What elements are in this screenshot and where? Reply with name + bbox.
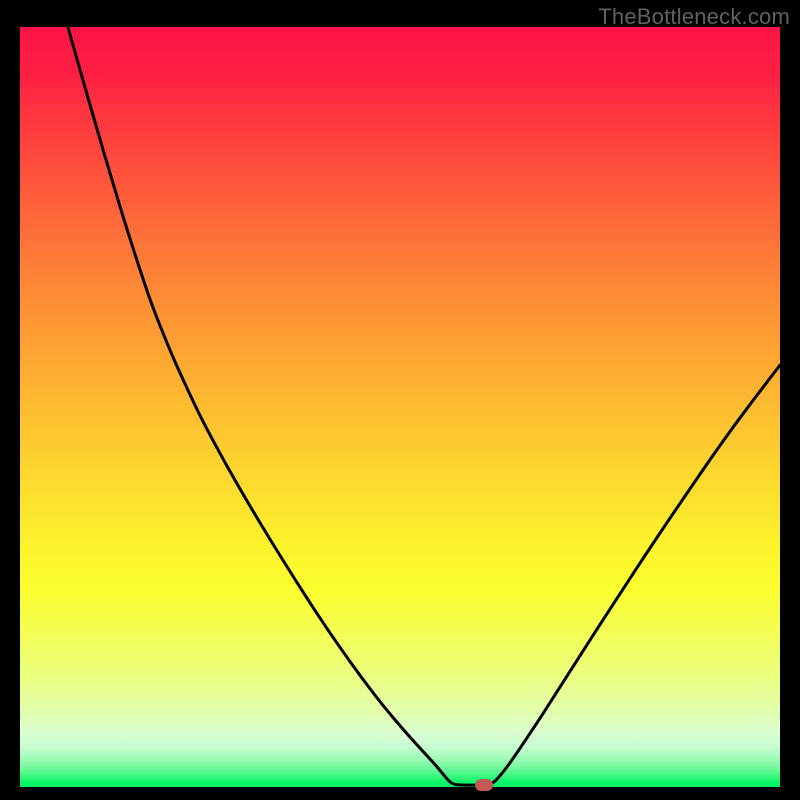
chart-background (20, 27, 780, 787)
bottleneck-chart (20, 27, 780, 787)
optimum-marker (475, 779, 493, 791)
chart-svg (20, 27, 780, 787)
